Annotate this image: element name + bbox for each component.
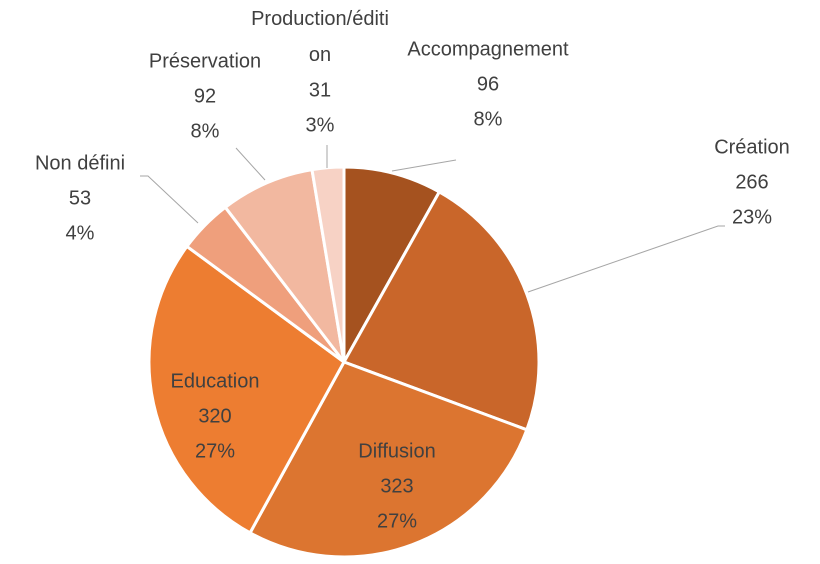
pie-slice xyxy=(223,167,346,363)
slice-label-percent: 3% xyxy=(306,114,335,136)
pie-slice xyxy=(341,189,541,432)
slice-label-value: 96 xyxy=(477,73,499,95)
pie-slice xyxy=(147,244,346,535)
slice-label-percent: 8% xyxy=(191,120,220,142)
slice-label-value: 92 xyxy=(194,85,216,107)
slice-label-name: Diffusion xyxy=(358,440,435,462)
slice-label-name: Production/éditi on xyxy=(251,8,389,66)
slice-label-percent: 27% xyxy=(195,440,235,462)
slice-label-value: 320 xyxy=(198,405,231,427)
leader-line xyxy=(391,159,457,172)
pie-slice xyxy=(248,360,529,559)
pie-slice xyxy=(310,165,346,363)
label-line: on xyxy=(309,44,331,66)
slice-label-name: Education xyxy=(171,370,260,392)
slice-label-name: Création xyxy=(714,136,790,158)
leader-line xyxy=(527,225,725,293)
slice-label-percent: 8% xyxy=(474,108,503,130)
slice-label-value: 323 xyxy=(380,475,413,497)
slice-label-percent: 27% xyxy=(377,510,417,532)
slice-label-name: Non défini xyxy=(35,152,125,174)
leader-line xyxy=(235,147,266,181)
slice-label-value: 53 xyxy=(69,187,91,209)
slice-label-percent: 4% xyxy=(66,222,95,244)
slice-label-value: 31 xyxy=(309,79,331,101)
label-line: Production/éditi xyxy=(251,8,389,30)
pie-slice xyxy=(342,165,442,368)
slice-label-percent: 23% xyxy=(732,206,772,228)
leader-line xyxy=(140,175,199,224)
slice-label-name: Accompagnement xyxy=(407,38,569,60)
slice-label-name: Préservation xyxy=(149,50,261,72)
slice-label-value: 266 xyxy=(735,171,768,193)
